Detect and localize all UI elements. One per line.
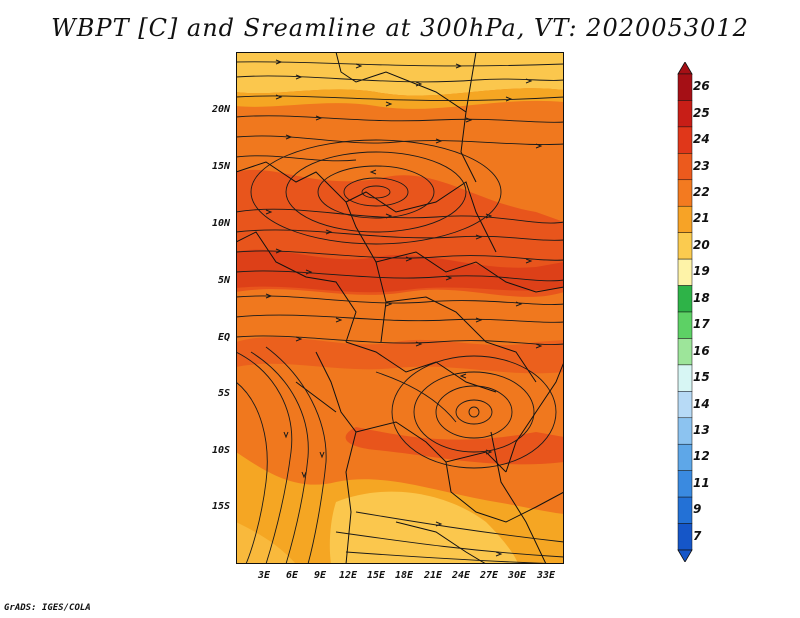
lat-tick: 20N xyxy=(211,104,230,115)
colorbar-swatch xyxy=(677,443,693,471)
colorbar-swatch xyxy=(677,496,693,524)
colorbar-label: 13 xyxy=(693,423,710,437)
streamlines xyxy=(236,61,564,564)
colorbar-swatch xyxy=(677,179,693,207)
field-north-21 xyxy=(236,88,564,109)
lon-tick: 33E xyxy=(536,570,556,581)
lon-tick: 3E xyxy=(257,570,271,581)
colorbar-label: 17 xyxy=(693,317,710,332)
colorbar-label: 11 xyxy=(693,475,710,490)
colorbar-swatch xyxy=(677,364,693,392)
colorbar-label: 25 xyxy=(693,105,710,120)
colorbar-label: 18 xyxy=(693,290,710,305)
map-title: WBPT [C] and Sreamline at 300hPa, VT: 20… xyxy=(51,14,749,42)
lon-tick: 24E xyxy=(451,570,471,581)
lat-tick: EQ xyxy=(217,332,230,343)
field-dark-4 xyxy=(236,337,564,374)
colorbar-label: 21 xyxy=(693,211,710,226)
colorbar-label: 23 xyxy=(693,158,710,173)
colorbar-swatch xyxy=(677,73,693,101)
colorbar-bottom-arrow xyxy=(677,549,693,562)
colorbar-swatch xyxy=(677,232,693,260)
lat-tick: 5N xyxy=(217,275,230,286)
colorbar-swatch xyxy=(677,417,693,445)
lon-tick: 30E xyxy=(507,570,527,581)
colorbar-label: 24 xyxy=(693,132,710,147)
colorbar-label: 12 xyxy=(693,449,710,464)
colorbar-swatch xyxy=(677,100,693,128)
colorbar-label: 9 xyxy=(693,502,702,517)
colorbar-swatch xyxy=(677,126,693,154)
colorbar-swatch xyxy=(677,258,693,286)
lat-tick: 15S xyxy=(211,501,230,512)
colorbar-label: 16 xyxy=(693,343,710,358)
colorbar-swatch xyxy=(677,205,693,233)
colorbar-label: 7 xyxy=(693,528,702,543)
lat-tick: 10S xyxy=(211,445,230,456)
colorbar-swatch xyxy=(677,523,693,551)
colorbar-label: 26 xyxy=(693,79,710,94)
lon-tick: 15E xyxy=(366,570,386,581)
colorbar-label: 15 xyxy=(693,370,710,385)
colorbar-label: 19 xyxy=(693,264,710,279)
colorbar-swatch xyxy=(677,311,693,339)
field-south-20 xyxy=(329,491,518,564)
lat-tick: 10N xyxy=(211,218,230,229)
lon-tick: 21E xyxy=(423,570,443,581)
field-sw-21 xyxy=(236,522,296,564)
colorbar-label: 14 xyxy=(693,396,710,411)
colorbar-swatch xyxy=(677,285,693,313)
lon-tick: 18E xyxy=(394,570,414,581)
colorbar-swatch xyxy=(677,153,693,181)
lat-tick: 15N xyxy=(211,161,230,172)
map-plot xyxy=(236,52,564,564)
colorbar-label: 20 xyxy=(693,237,710,252)
field-dark-2 xyxy=(236,249,564,293)
colorbar-swatch xyxy=(677,338,693,366)
lon-tick: 12E xyxy=(338,570,358,581)
footer-credit: GrADS: IGES/COLA xyxy=(4,603,91,613)
country-boundaries xyxy=(236,52,564,564)
lon-tick: 6E xyxy=(285,570,299,581)
colorbar-label: 22 xyxy=(693,185,710,199)
streamline-arrows xyxy=(265,59,543,557)
colorbar-top-arrow xyxy=(677,62,693,75)
colorbar-swatch xyxy=(677,391,693,419)
colorbar xyxy=(677,62,693,562)
lon-tick: 9E xyxy=(313,570,327,581)
colorbar-swatch xyxy=(677,470,693,498)
lat-tick: 5S xyxy=(217,388,230,399)
lon-tick: 27E xyxy=(479,570,499,581)
